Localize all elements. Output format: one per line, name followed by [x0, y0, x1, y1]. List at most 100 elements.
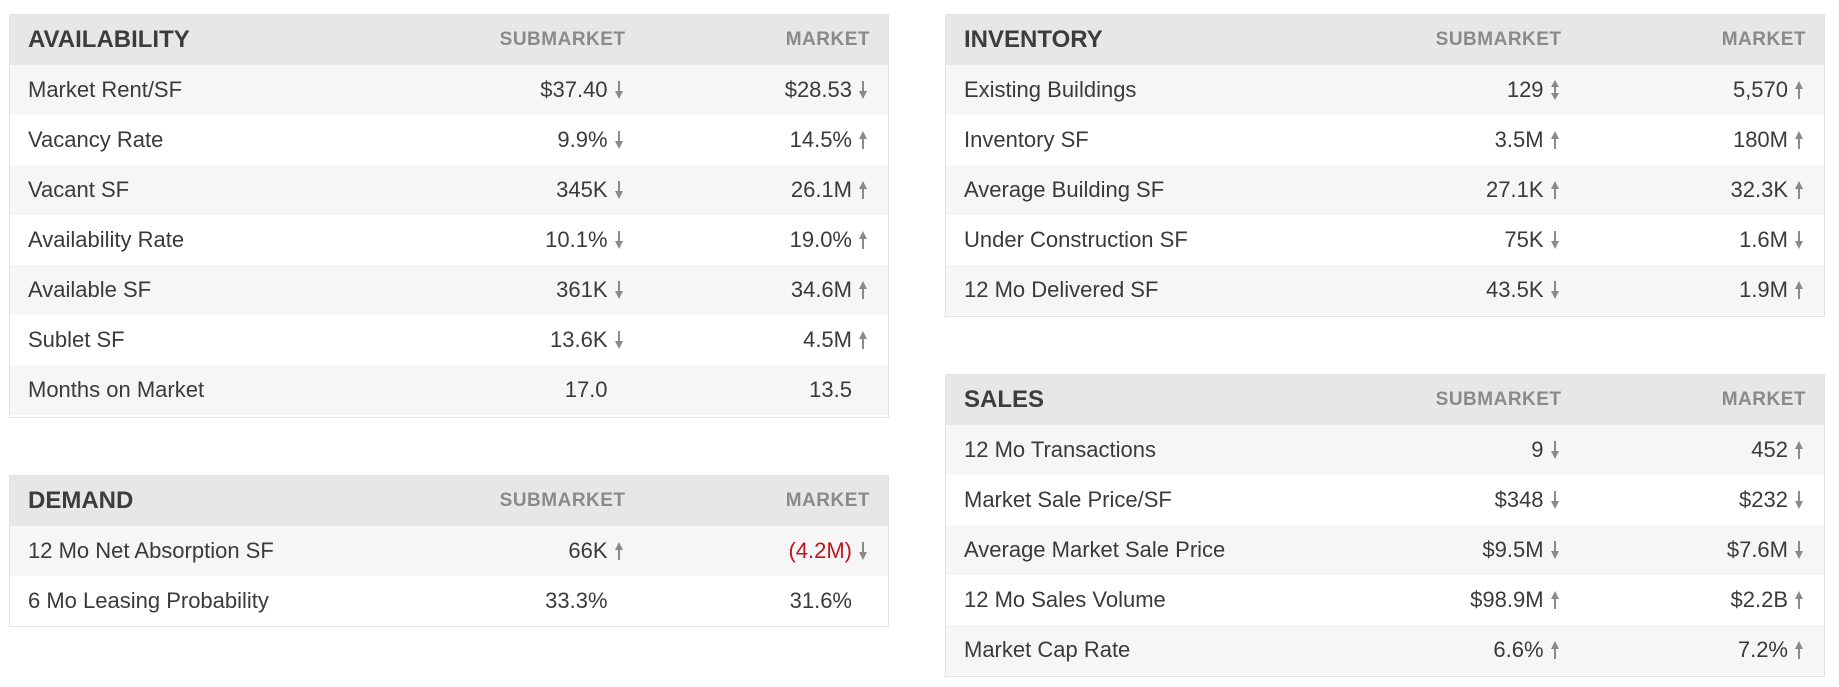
table-row: 12 Mo Transactions 9 452: [946, 425, 1824, 475]
arrow-up-icon: [1792, 640, 1806, 660]
submarket-value-cell: 17.0: [399, 377, 643, 403]
market-value: 31.6%: [789, 588, 852, 613]
market-value: 5,570: [1732, 77, 1788, 102]
arrow-up-icon: [1792, 130, 1806, 150]
availability-rows: Market Rent/SF $37.40 $28.53 Vacancy Rate 9.…: [10, 65, 888, 415]
market-value: 34.6M: [790, 277, 852, 302]
table-row: Vacancy Rate 9.9% 14.5%: [10, 115, 888, 165]
market-value: 32.3K: [1730, 177, 1789, 202]
market-value: 14.5%: [789, 127, 852, 152]
table-row: Under Construction SF 75K 1.6M: [946, 215, 1824, 265]
submarket-value-cell: 27.1K: [1335, 177, 1579, 203]
row-label: 12 Mo Delivered SF: [964, 277, 1159, 302]
arrow-up-icon: [1548, 640, 1562, 660]
demand-title: DEMAND: [28, 487, 134, 514]
row-label: Market Cap Rate: [964, 637, 1131, 662]
market-value-cell: 5,570: [1580, 77, 1824, 103]
market-value-cell: 34.6M: [644, 277, 888, 303]
market-value-cell: 7.2%: [1580, 637, 1824, 663]
arrow-up-icon: [856, 330, 870, 350]
sales-rows: 12 Mo Transactions 9 452 Market Sale Price/…: [946, 425, 1824, 675]
arrow-up-icon: [1792, 180, 1806, 200]
submarket-value-cell: $9.5M: [1335, 537, 1579, 563]
arrow-up-icon: [612, 541, 626, 561]
submarket-value: 9.9%: [557, 127, 608, 152]
submarket-value: $98.9M: [1470, 587, 1544, 612]
market-value-cell: $2.2B: [1580, 587, 1824, 613]
arrow-down-icon: [612, 280, 626, 300]
table-row: Sublet SF 13.6K 4.5M: [10, 315, 888, 365]
table-row: 12 Mo Sales Volume $98.9M $2.2B: [946, 575, 1824, 625]
sales-submarket-header: SUBMARKET: [1435, 389, 1562, 410]
submarket-value: 27.1K: [1486, 177, 1544, 202]
arrow-up-icon: [856, 230, 870, 250]
submarket-value: 129: [1506, 77, 1544, 102]
submarket-value: 3.5M: [1494, 127, 1544, 152]
sales-title: SALES: [964, 386, 1045, 413]
market-value-cell: (4.2M): [644, 538, 888, 564]
row-label: Available SF: [28, 277, 152, 302]
arrow-up-down-icon: [1548, 80, 1562, 100]
submarket-value-cell: 6.6%: [1335, 637, 1579, 663]
market-value: 7.2%: [1737, 637, 1788, 662]
availability-market-header: MARKET: [785, 29, 870, 50]
market-value: $2.2B: [1730, 587, 1789, 612]
table-row: Market Sale Price/SF $348 $232: [946, 475, 1824, 525]
submarket-value-cell: 9: [1335, 437, 1579, 463]
submarket-value: $37.40: [540, 77, 608, 102]
table-row: 12 Mo Net Absorption SF 66K (4.2M): [10, 526, 888, 576]
row-label: Under Construction SF: [964, 227, 1188, 252]
demand-rows: 12 Mo Net Absorption SF 66K (4.2M) 6 Mo Lea…: [10, 526, 888, 626]
market-value-cell: $232: [1580, 487, 1824, 513]
availability-submarket-header: SUBMARKET: [499, 29, 626, 50]
submarket-value: 33.3%: [545, 588, 608, 613]
no-trend-spacer: [612, 591, 626, 611]
market-value-cell: 19.0%: [644, 227, 888, 253]
submarket-value-cell: 43.5K: [1335, 277, 1579, 303]
market-value: 452: [1751, 437, 1788, 462]
submarket-value-cell: $348: [1335, 487, 1579, 513]
submarket-value: 9: [1531, 437, 1544, 462]
submarket-value: 361K: [556, 277, 608, 302]
table-row: Vacant SF 345K 26.1M: [10, 165, 888, 215]
market-value-cell: 180M: [1580, 127, 1824, 153]
submarket-value-cell: 75K: [1335, 227, 1579, 253]
submarket-value-cell: 10.1%: [399, 227, 643, 253]
submarket-value: 13.6K: [550, 327, 608, 352]
arrow-down-icon: [1792, 490, 1806, 510]
arrow-down-icon: [612, 80, 626, 100]
arrow-up-icon: [856, 180, 870, 200]
no-trend-spacer: [856, 380, 870, 400]
arrow-up-icon: [1548, 180, 1562, 200]
table-row: Available SF 361K 34.6M: [10, 265, 888, 315]
table-row: Market Rent/SF $37.40 $28.53: [10, 65, 888, 115]
arrow-up-icon: [1548, 590, 1562, 610]
arrow-up-icon: [856, 130, 870, 150]
market-value-cell: 13.5: [644, 377, 888, 403]
demand-header: DEMAND SUBMARKET MARKET: [10, 476, 888, 526]
submarket-value: 43.5K: [1486, 277, 1544, 302]
row-label: Market Sale Price/SF: [964, 487, 1172, 512]
submarket-value: 6.6%: [1493, 637, 1544, 662]
row-label: 12 Mo Sales Volume: [964, 587, 1166, 612]
submarket-value: 66K: [568, 538, 608, 563]
market-value-cell: 26.1M: [644, 177, 888, 203]
arrow-up-icon: [1792, 590, 1806, 610]
demand-market-header: MARKET: [785, 490, 870, 511]
sales-market-header: MARKET: [1721, 389, 1806, 410]
arrow-down-icon: [1548, 440, 1562, 460]
arrow-down-icon: [612, 130, 626, 150]
market-value: 4.5M: [803, 327, 852, 352]
market-value: $232: [1739, 487, 1788, 512]
arrow-down-icon: [1792, 540, 1806, 560]
inventory-title: INVENTORY: [964, 26, 1103, 53]
submarket-value-cell: 345K: [399, 177, 643, 203]
market-value-cell: 31.6%: [644, 588, 888, 614]
market-value-cell: 452: [1580, 437, 1824, 463]
table-row: Months on Market 17.0 13.5: [10, 365, 888, 415]
arrow-up-icon: [1792, 80, 1806, 100]
market-value-cell: $7.6M: [1580, 537, 1824, 563]
table-row: Average Market Sale Price $9.5M $7.6M: [946, 525, 1824, 575]
arrow-up-icon: [1548, 130, 1562, 150]
market-value: 26.1M: [790, 177, 852, 202]
